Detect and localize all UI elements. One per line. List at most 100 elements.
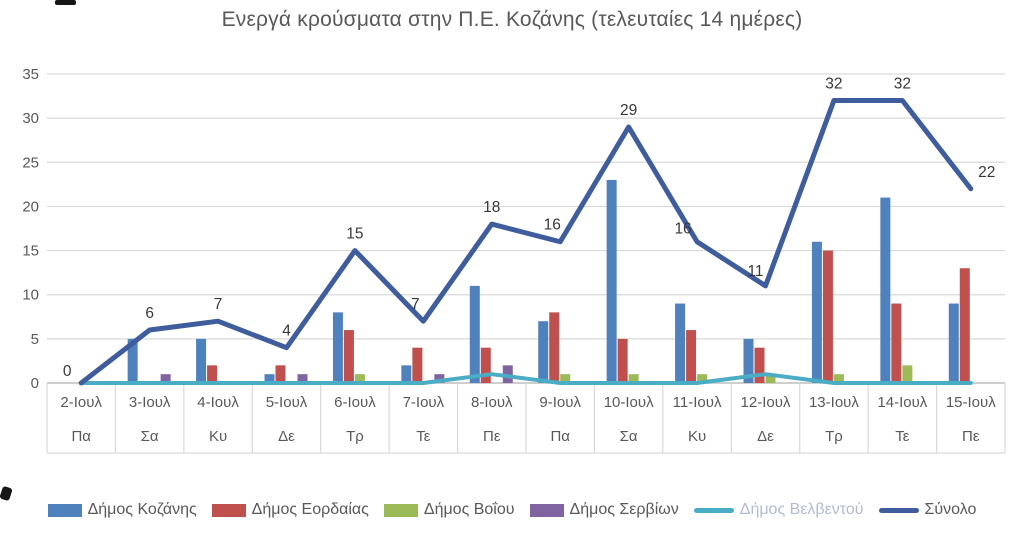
x-axis-date-label: 9-Ιουλ	[539, 394, 581, 411]
bar-Δήμος Βοΐου	[560, 374, 571, 383]
line-Σύνολο	[78, 97, 974, 386]
bar-Δήμος Βοΐου	[833, 374, 844, 383]
x-axis-day-label: Πα	[550, 428, 570, 445]
bar-Δήμος Εορδαίας	[412, 347, 423, 383]
data-label-Σύνολο: 32	[894, 75, 911, 92]
bar-Δήμος Κοζάνης	[743, 338, 754, 383]
bar-Δήμος Εορδαίας	[343, 330, 354, 383]
bar-Δήμος Κοζάνης	[401, 365, 412, 383]
x-axis-day-label: Δε	[278, 428, 295, 445]
legend-item-kozanis: Δήμος Κοζάνης	[47, 501, 197, 519]
bar-Δήμος Κοζάνης	[948, 303, 959, 383]
legend-swatch-eordaias	[211, 503, 246, 517]
x-axis-date-label: 5-Ιουλ	[266, 394, 308, 411]
data-label-Σύνολο: 15	[346, 226, 363, 243]
y-axis-tick-label: 25	[22, 154, 39, 171]
data-label-Σύνολο: 22	[978, 164, 995, 181]
legend-item-eordaias: Δήμος Εορδαίας	[211, 501, 369, 519]
chart-title: Ενεργά κρούσματα στην Π.Ε. Κοζάνης (τελε…	[221, 8, 803, 31]
legend-item-voiou: Δήμος Βοΐου	[383, 501, 515, 519]
legend-label-velventou: Δήμος Βελβεντού	[739, 501, 864, 518]
legend-swatch-velventou	[693, 507, 734, 513]
bar-Δήμος Κοζάνης	[264, 374, 275, 383]
x-axis-day-label: Τε	[416, 428, 431, 445]
x-axis-day-label: Κυ	[209, 428, 227, 445]
data-label-Σύνολο: 7	[214, 296, 223, 313]
data-label-Σύνολο: 18	[483, 199, 500, 216]
legend-label-synolo: Σύνολο	[924, 501, 977, 518]
bar-Δήμος Εορδαίας	[480, 347, 491, 383]
bar-Δήμος Βοΐου	[765, 374, 776, 383]
x-axis-date-label: 6-Ιουλ	[334, 394, 376, 411]
x-axis-day-label: Τρ	[346, 428, 364, 445]
bar-Δήμος Εορδαίας	[959, 268, 970, 383]
legend-swatch-voiou	[383, 503, 418, 517]
legend-label-voiou: Δήμος Βοΐου	[423, 501, 515, 518]
line-Δήμος Βελβεντού	[79, 372, 973, 385]
bar-Δήμος Κοζάνης	[811, 241, 822, 383]
y-axis-tick-label: 10	[22, 287, 39, 304]
bar-Δήμος Βοΐου	[697, 374, 708, 383]
bar-Δήμος Εορδαίας	[891, 303, 902, 383]
x-axis-day-label: Πε	[483, 428, 501, 445]
bar-Δήμος Εορδαίας	[617, 338, 628, 383]
x-axis-day-label: Πε	[962, 428, 980, 445]
legend-label-eordaias: Δήμος Εορδαίας	[251, 501, 369, 518]
bar-Δήμος Εορδαίας	[207, 365, 218, 383]
x-axis-date-label: 15-Ιουλ	[946, 394, 996, 411]
data-label-Σύνολο: 16	[674, 221, 691, 238]
data-label-Σύνολο: 29	[620, 102, 637, 119]
bar-Δήμος Σερβίων	[297, 374, 308, 383]
y-axis-tick-label: 15	[22, 243, 39, 260]
x-axis-date-label: 3-Ιουλ	[129, 394, 171, 411]
legend-item-servion: Δήμος Σερβίων	[529, 501, 679, 519]
chart-legend: Δήμος Κοζάνης Δήμος Εορδαίας Δήμος Βοΐου…	[0, 501, 1024, 519]
bar-Δήμος Σερβίων	[160, 374, 171, 383]
bar-Δήμος Βοΐου	[902, 365, 913, 383]
data-label-Σύνολο: 7	[411, 296, 420, 313]
x-axis-day-label: Σα	[141, 428, 159, 445]
data-label-Σύνολο: 6	[145, 305, 154, 322]
x-axis-date-label: 11-Ιουλ	[673, 394, 722, 411]
y-axis-tick-label: 20	[22, 198, 39, 215]
bar-Δήμος Κοζάνης	[675, 303, 686, 383]
bar-Δήμος Βοΐου	[354, 374, 365, 383]
x-axis-day-label: Δε	[757, 428, 774, 445]
y-axis-tick-label: 35	[22, 66, 39, 83]
legend-label-kozanis: Δήμος Κοζάνης	[87, 501, 197, 518]
bar-Δήμος Κοζάνης	[880, 197, 891, 383]
chart-plot-area: 0 5 10 15 20 25 30 35 2-Ιουλ Πα 3-Ιουλ Σα 4-Ιουλ Κυ 5-…	[22, 66, 1006, 454]
legend-swatch-synolo	[878, 507, 919, 513]
bar-Δήμος Εορδαίας	[275, 365, 286, 383]
x-axis-date-label: 13-Ιουλ	[809, 394, 859, 411]
data-label-Σύνολο: 11	[747, 263, 763, 280]
x-axis-day-label: Κυ	[688, 428, 706, 445]
bar-Δήμος Εορδαίας	[822, 250, 833, 383]
bar-Δήμος Εορδαίας	[549, 312, 560, 383]
x-axis-date-label: 12-Ιουλ	[741, 394, 791, 411]
bar-Δήμος Κοζάνης	[469, 285, 480, 383]
x-axis-day-label: Πα	[71, 428, 91, 445]
y-axis-tick-label: 5	[31, 331, 39, 348]
legend-swatch-servion	[529, 503, 564, 517]
x-axis-date-label: 2-Ιουλ	[60, 394, 102, 411]
bar-Δήμος Κοζάνης	[127, 338, 138, 383]
bar-Δήμος Κοζάνης	[538, 321, 549, 383]
legend-item-velventou: Δήμος Βελβεντού	[693, 501, 864, 519]
bar-Δήμος Βοΐου	[628, 374, 639, 383]
data-label-Σύνολο: 32	[825, 75, 842, 92]
bar-Δήμος Κοζάνης	[332, 312, 343, 383]
bar-Δήμος Κοζάνης	[196, 338, 207, 383]
data-label-Σύνολο: 0	[63, 363, 72, 380]
bar-Δήμος Σερβίων	[502, 365, 513, 383]
x-axis-date-label: 7-Ιουλ	[403, 394, 445, 411]
bar-Δήμος Σερβίων	[434, 374, 445, 383]
legend-item-synolo: Σύνολο	[878, 501, 977, 519]
y-axis-tick-label: 30	[22, 110, 39, 127]
bar-Δήμος Εορδαίας	[754, 347, 765, 383]
scan-artifact-left	[0, 485, 13, 502]
x-axis-day-label: Σα	[620, 428, 638, 445]
data-label-Σύνολο: 4	[282, 323, 291, 340]
x-axis-date-label: 4-Ιουλ	[197, 394, 239, 411]
legend-swatch-kozanis	[47, 503, 82, 517]
